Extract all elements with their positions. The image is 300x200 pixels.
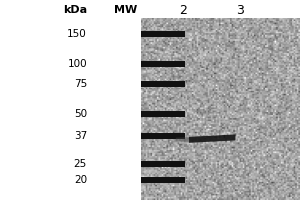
Text: 37: 37: [74, 131, 87, 141]
Text: 50: 50: [74, 109, 87, 119]
Text: 75: 75: [74, 79, 87, 89]
Text: MW: MW: [114, 5, 138, 15]
Bar: [141, 81, 184, 87]
Text: 2: 2: [179, 3, 187, 17]
Text: kDa: kDa: [63, 5, 87, 15]
Bar: [0, 0, 141, 200]
Bar: [141, 161, 184, 167]
Bar: [141, 31, 184, 37]
Bar: [141, 61, 184, 67]
Polygon shape: [176, 137, 189, 143]
Bar: [141, 18, 300, 200]
Text: 100: 100: [68, 59, 87, 69]
Text: 150: 150: [67, 29, 87, 39]
Bar: [141, 133, 184, 139]
Text: 25: 25: [74, 159, 87, 169]
Bar: [141, 111, 184, 117]
Polygon shape: [189, 134, 236, 143]
Bar: [141, 177, 184, 183]
Text: 20: 20: [74, 175, 87, 185]
Text: 3: 3: [236, 3, 244, 17]
